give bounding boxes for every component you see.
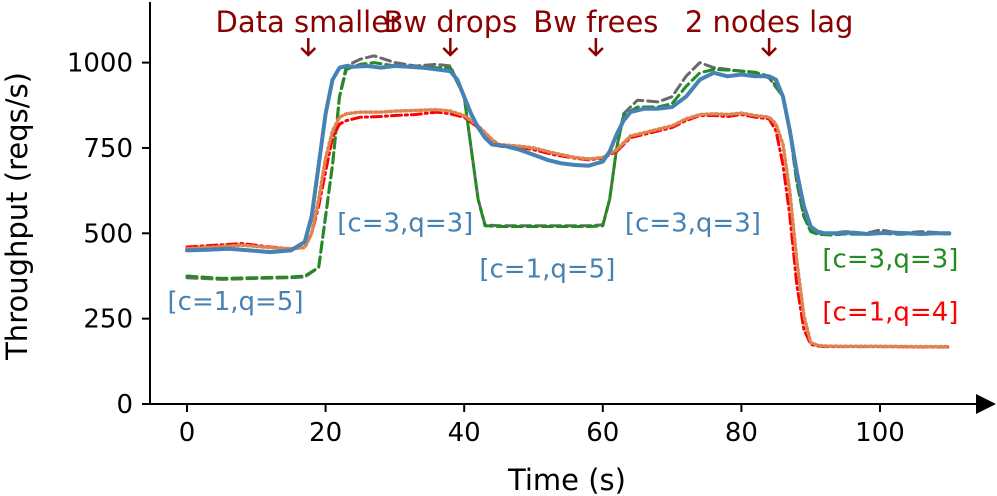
y-tick-label: 500	[83, 219, 133, 249]
y-axis-label: Throughput (reqs/s)	[0, 72, 34, 361]
series-line-solid-blue	[185, 64, 952, 255]
series-line-dotted-orange	[185, 107, 952, 349]
y-tick-label: 250	[83, 305, 133, 335]
x-tick-label: 60	[586, 418, 619, 448]
x-tick-label: 100	[855, 418, 905, 448]
event-label: Bw frees	[533, 5, 658, 39]
config-label: [c=1,q=5]	[479, 255, 615, 285]
x-tick-label: 80	[725, 418, 758, 448]
axes-layer	[149, 2, 996, 414]
config-label: [c=3,q=3]	[822, 244, 958, 274]
event-arrow	[587, 38, 604, 57]
config-label-layer: [c=1,q=5][c=3,q=3][c=1,q=5][c=3,q=3][c=3…	[168, 209, 959, 328]
config-label: [c=1,q=4]	[822, 297, 958, 327]
x-axis-label: Time (s)	[507, 463, 626, 496]
y-tick-label: 1000	[67, 49, 133, 79]
x-tick-label: 40	[448, 418, 481, 448]
config-label: [c=3,q=3]	[337, 209, 473, 239]
y-tick-label: 0	[116, 390, 133, 420]
series-line-dashed-green	[185, 61, 951, 280]
y-tick-label: 750	[83, 134, 133, 164]
event-label: 2 nodes lag	[685, 5, 854, 39]
event-label: Bw drops	[383, 5, 517, 39]
config-label: [c=1,q=5]	[168, 287, 304, 317]
config-label: [c=3,q=3]	[625, 209, 761, 239]
event-label: Data smaller	[216, 5, 402, 39]
event-arrow	[442, 38, 459, 57]
x-axis-arrowhead	[976, 394, 996, 414]
event-arrow	[300, 38, 317, 57]
x-tick-label: 0	[179, 418, 196, 448]
x-tick-label: 20	[309, 418, 342, 448]
event-arrow	[761, 38, 778, 57]
series-layer	[185, 54, 952, 349]
